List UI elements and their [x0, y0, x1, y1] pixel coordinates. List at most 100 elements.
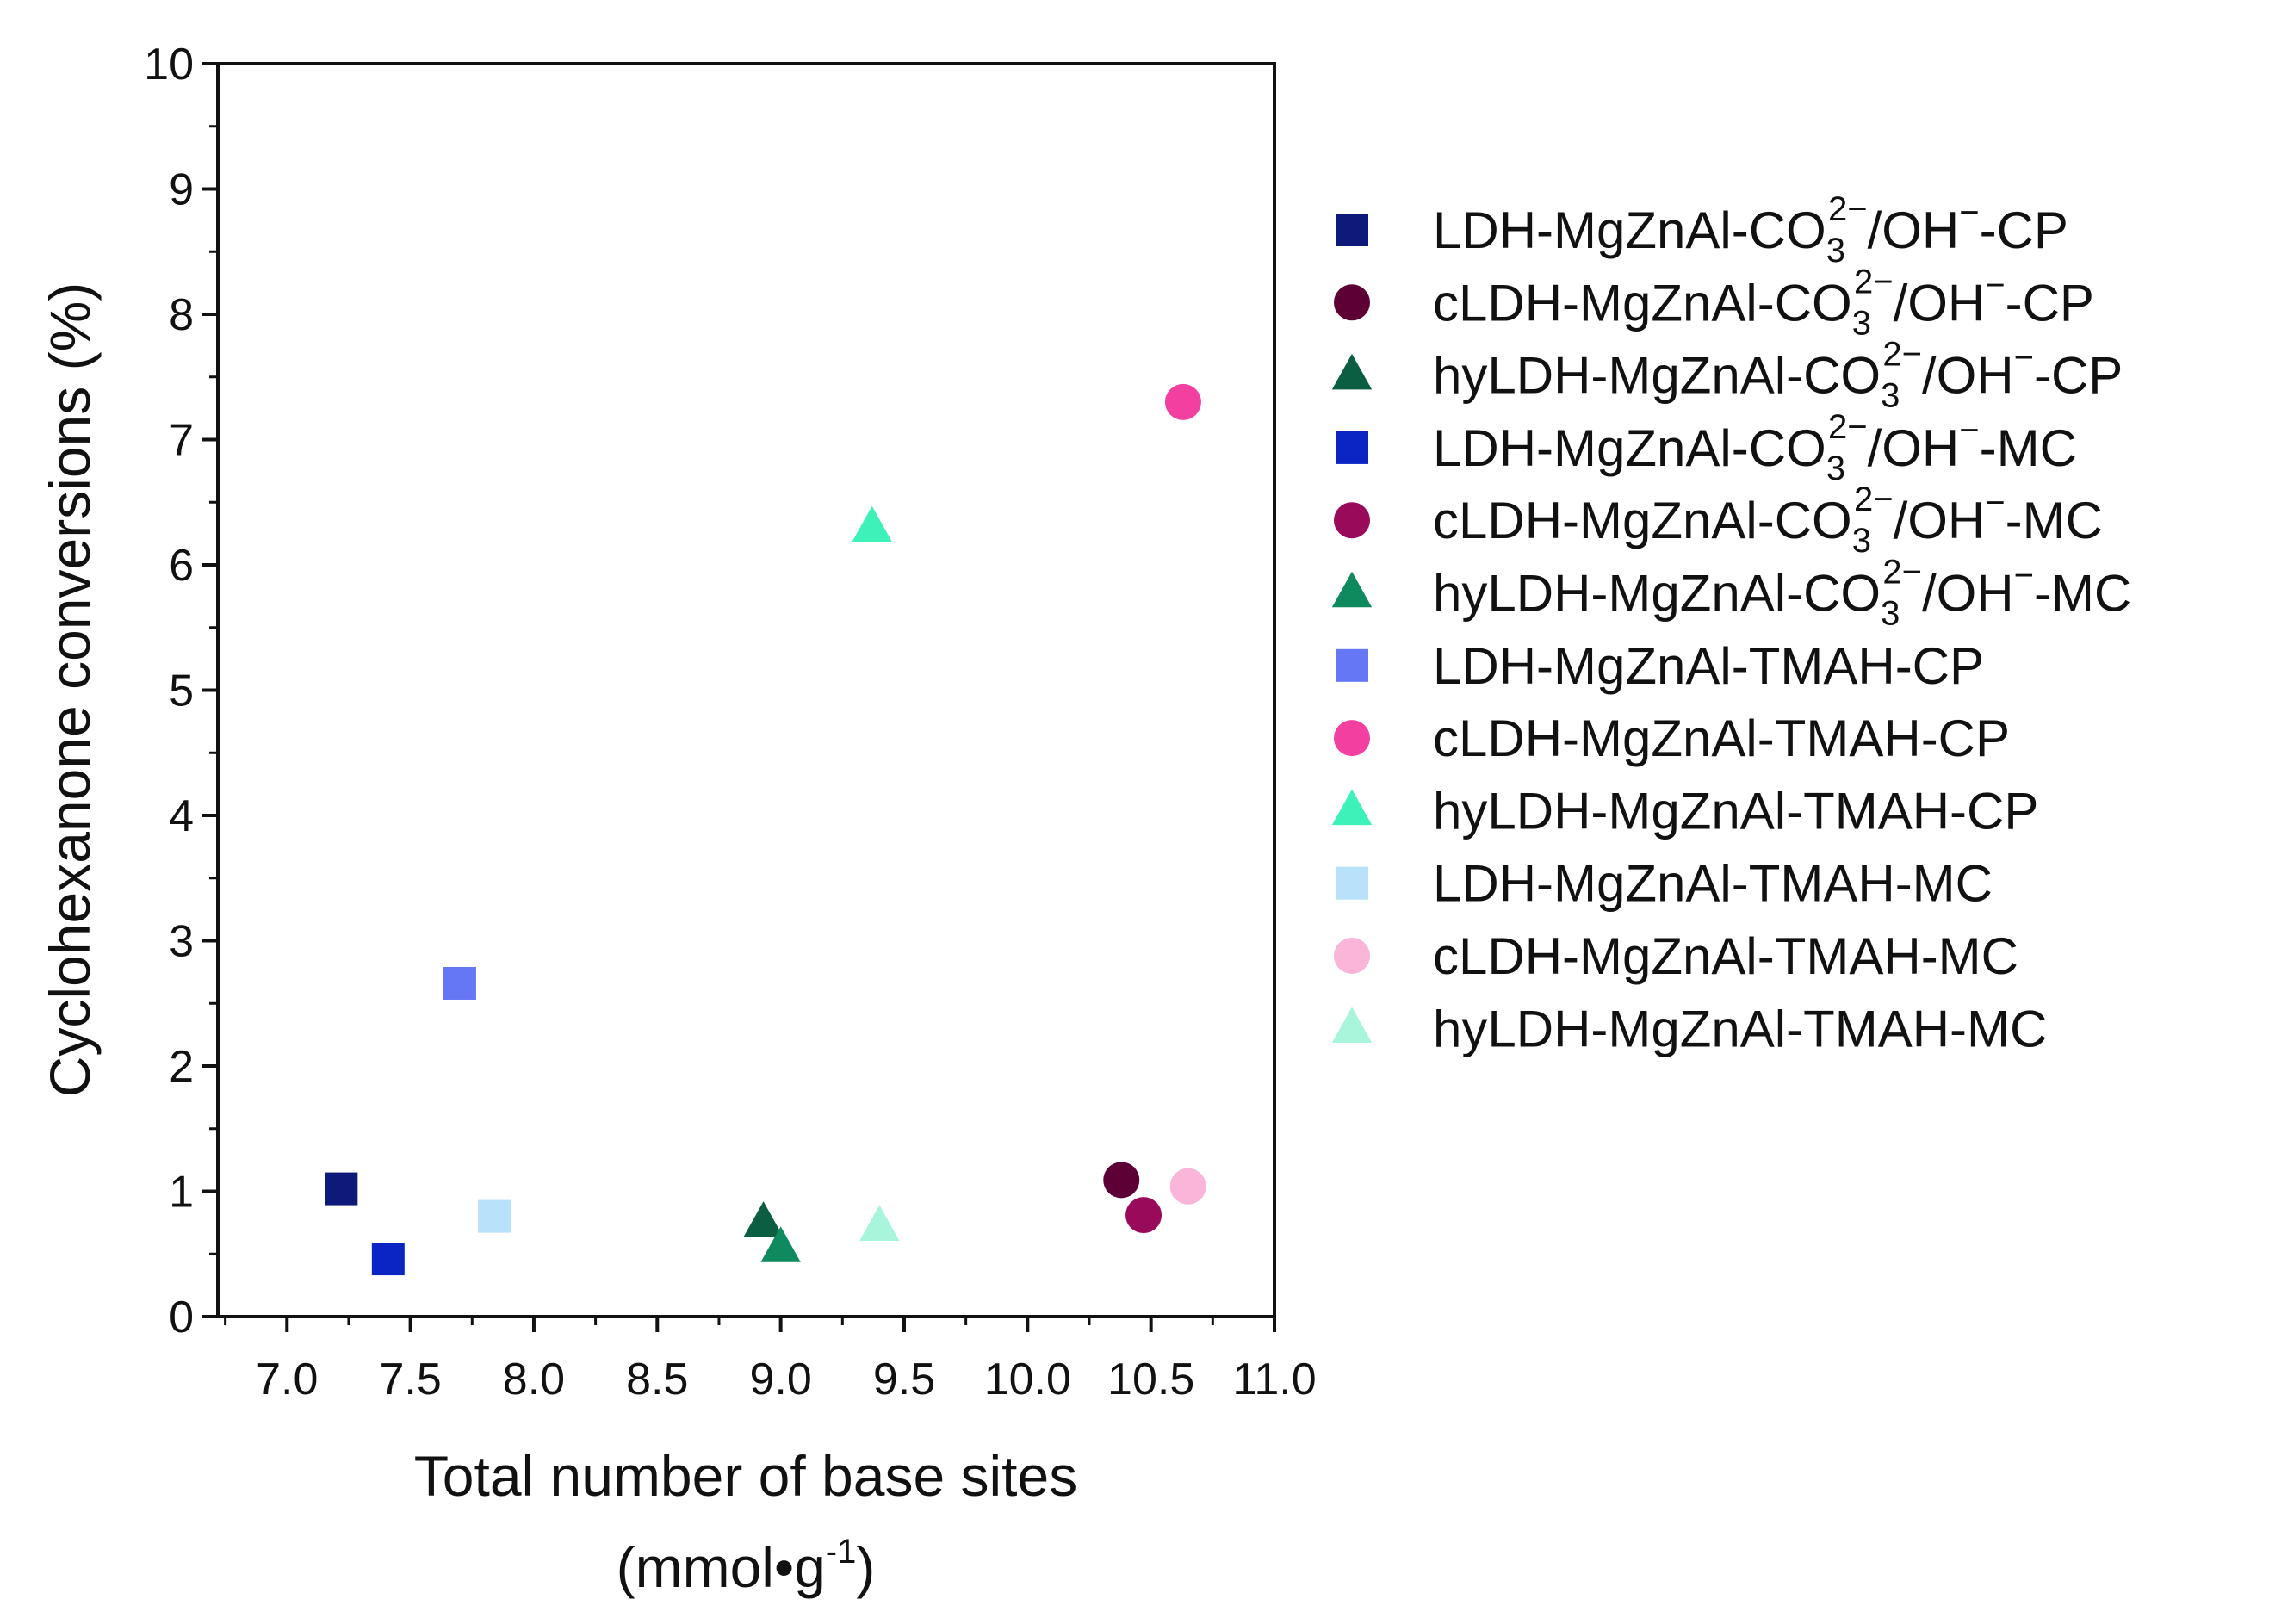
y-tick-label: 7 — [169, 416, 194, 466]
legend-label-text: /OH — [1922, 347, 2014, 405]
legend-label-superscript: − — [1959, 412, 1979, 449]
y-tick-label: 6 — [169, 541, 194, 591]
legend-label-superscript: − — [2014, 557, 2034, 595]
legend-item: LDH-MgZnAl-CO3 2−/OH−-CP — [1336, 190, 2068, 270]
legend-label-text: LDH-MgZnAl-CO — [1433, 419, 1826, 477]
legend-marker-circle — [1334, 502, 1370, 539]
legend-item: hyLDH-MgZnAl-CO32−/OH−-CP — [1331, 336, 2123, 415]
legend-label-superscript: − — [1985, 484, 2005, 522]
legend-label-superscript: 2− — [1828, 408, 1868, 446]
legend-label-text: -MC — [2034, 565, 2131, 623]
x-tick-label: 8.0 — [503, 1354, 565, 1404]
legend-label-text: -MC — [1980, 419, 2077, 477]
legend-label-text: hyLDH-MgZnAl-CO — [1433, 347, 1881, 405]
legend-label-subscript: 3 — [1881, 595, 1900, 633]
legend-item: LDH-MgZnAl-TMAH-MC — [1336, 855, 1993, 913]
legend-marker-triangle — [1331, 789, 1373, 826]
legend-label: LDH-MgZnAl-TMAH-MC — [1433, 855, 1993, 913]
legend-label: hyLDH-MgZnAl-TMAH-MC — [1433, 1000, 2047, 1057]
legend-label: hyLDH-MgZnAl-CO32−/OH−-CP — [1433, 336, 2123, 415]
legend-label-text: -CP — [2006, 274, 2094, 332]
legend-label: LDH-MgZnAl-TMAH-CP — [1433, 637, 1984, 695]
legend-label: LDH-MgZnAl-CO32−/OH−-MC — [1433, 408, 2077, 487]
legend-label-text: hyLDH-MgZnAl-CO — [1433, 565, 1881, 623]
data-point-circle — [1169, 1168, 1206, 1205]
y-tick-label: 1 — [169, 1168, 194, 1218]
legend-label-text: -CP — [2034, 347, 2123, 405]
axis-ticks — [202, 62, 1276, 1332]
legend-label-superscript: − — [2014, 339, 2034, 377]
legend-marker-square — [1336, 648, 1368, 682]
x-axis-unit-exponent: -1 — [826, 1533, 857, 1571]
data-point-square — [443, 966, 476, 1000]
legend-item: hyLDH-MgZnAl-CO32−/OH−-MC — [1331, 554, 2131, 633]
legend-marker-square — [1336, 214, 1368, 246]
legend-label-subscript: 3 — [1826, 449, 1845, 487]
y-tick-label: 10 — [144, 40, 194, 90]
legend-marker-triangle — [1331, 353, 1373, 390]
legend-item: hyLDH-MgZnAl-TMAH-MC — [1331, 1000, 2047, 1057]
legend-label-text: -MC — [2006, 492, 2103, 549]
x-tick-label: 9.0 — [749, 1354, 811, 1404]
legend-label-superscript: − — [1985, 266, 2005, 304]
legend-marker-circle — [1334, 284, 1370, 321]
legend-item: LDH-MgZnAl-TMAH-CP — [1336, 637, 1984, 695]
data-point-square — [478, 1199, 511, 1233]
legend-label-text: /OH — [1922, 565, 2014, 623]
legend-label: cLDH-MgZnAl-CO32−/OH−-CP — [1433, 263, 2094, 342]
y-tick-label: 9 — [169, 165, 194, 215]
y-tick-label: 3 — [169, 917, 194, 967]
x-axis-unit-main: (mmol•g — [617, 1535, 826, 1599]
legend-label-text: -CP — [1980, 201, 2068, 259]
legend-label: cLDH-MgZnAl-TMAH-CP — [1433, 710, 2010, 767]
legend-label-text: /OH — [1868, 419, 1960, 477]
legend-label-superscript: 2− — [1882, 554, 1922, 592]
legend: LDH-MgZnAl-CO32−/OH−-CPcLDH-MgZnAl-CO32−… — [1331, 190, 2131, 1057]
data-point-triangle — [859, 1205, 900, 1241]
legend-label: hyLDH-MgZnAl-TMAH-CP — [1433, 782, 2038, 840]
y-tick-label: 4 — [169, 791, 194, 841]
legend-item: cLDH-MgZnAl-TMAH-CP — [1334, 710, 2010, 767]
legend-marker-triangle — [1331, 571, 1373, 608]
legend-marker-square — [1336, 866, 1368, 900]
data-point-circle — [1164, 383, 1201, 420]
legend-marker-triangle — [1331, 1007, 1373, 1044]
legend-label-superscript: − — [1959, 194, 1979, 232]
legend-item: cLDH-MgZnAl-CO3 2−/OH−-MC — [1334, 480, 2103, 560]
y-axis-title: Cyclohexanone conversions (%) — [38, 282, 102, 1097]
x-tick-label: 7.0 — [256, 1354, 318, 1404]
data-point-square — [371, 1243, 405, 1276]
y-tick-label: 5 — [169, 666, 194, 716]
y-tick-label: 0 — [169, 1292, 194, 1342]
legend-label: hyLDH-MgZnAl-CO32−/OH−-MC — [1433, 554, 2131, 633]
legend-label-superscript: 2− — [1828, 190, 1868, 228]
y-tick-label: 8 — [169, 290, 194, 340]
legend-label-superscript: 2− — [1854, 263, 1894, 301]
legend-item: hyLDH-MgZnAl-TMAH-CP — [1331, 782, 2038, 840]
legend-label-subscript: 3 — [1881, 377, 1900, 415]
legend-item: cLDH-MgZnAl-CO32−/OH−-CP — [1334, 263, 2094, 342]
x-tick-label: 11.0 — [1232, 1354, 1316, 1404]
y-tick-label: 2 — [169, 1042, 194, 1092]
legend-label: LDH-MgZnAl-CO3 2−/OH−-CP — [1433, 190, 2068, 270]
x-axis-unit-close: ) — [856, 1535, 875, 1599]
x-tick-label: 8.5 — [626, 1354, 688, 1404]
data-points — [325, 383, 1206, 1276]
x-axis-title: Total number of base sites — [414, 1444, 1077, 1508]
legend-label-text: cLDH-MgZnAl-CO — [1433, 492, 1852, 549]
data-point-triangle — [852, 505, 892, 542]
legend-label-superscript: 2− — [1854, 480, 1894, 518]
data-point-triangle — [743, 1201, 784, 1237]
x-tick-label: 10.5 — [1107, 1354, 1194, 1404]
legend-marker-circle — [1334, 720, 1370, 757]
legend-item: cLDH-MgZnAl-TMAH-MC — [1334, 927, 2018, 985]
legend-label: cLDH-MgZnAl-TMAH-MC — [1433, 927, 2018, 985]
x-tick-label: 9.5 — [873, 1354, 935, 1404]
legend-item: LDH-MgZnAl-CO32−/OH−-MC — [1336, 408, 2077, 487]
legend-label-text: /OH — [1894, 492, 1986, 549]
legend-marker-circle — [1334, 938, 1370, 974]
legend-label-subscript: 3 — [1852, 522, 1871, 560]
legend-label-text: LDH-MgZnAl-CO — [1433, 201, 1826, 259]
